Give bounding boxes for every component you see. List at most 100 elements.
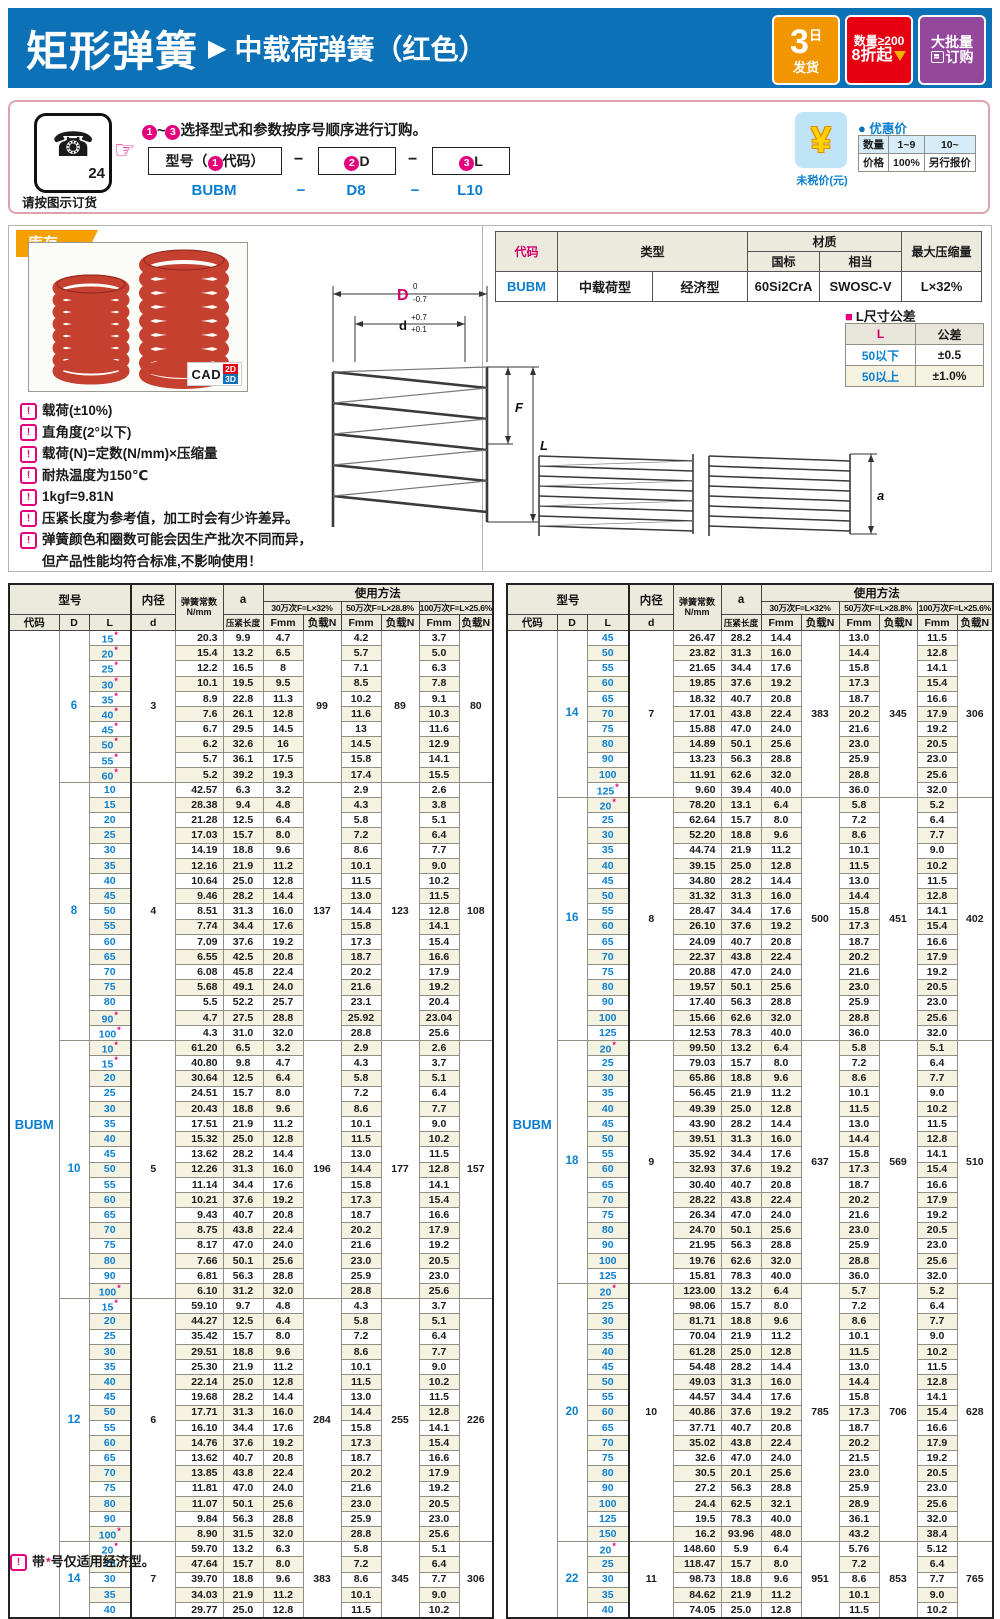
f100-cell: 3.8 [418, 797, 460, 814]
f50-cell: 36.0 [838, 781, 880, 799]
code-cell: BUBM [506, 630, 558, 1619]
compressed-length-cell: 34.4 [720, 903, 762, 920]
compressed-length-cell: 56.3 [720, 994, 762, 1011]
f100-cell: 11.5 [916, 872, 958, 890]
spring-constant-cell: 65.86 [672, 1070, 722, 1087]
f30-cell: 6.4 [760, 797, 802, 814]
f50-cell: 5.7 [340, 645, 382, 662]
compressed-length-cell: 15.7 [222, 1085, 264, 1102]
cad-badge[interactable]: CAD 2D 3D [187, 362, 242, 386]
f30-cell: 22.4 [760, 1191, 802, 1209]
length-cell: 25 [88, 1085, 133, 1102]
economy-star: * [114, 1541, 118, 1552]
compressed-length-cell: 37.6 [720, 675, 762, 692]
compressed-length-cell: 50.1 [720, 979, 762, 996]
f30-cell: 4.7 [262, 629, 304, 647]
f50-cell: 20.2 [838, 948, 880, 966]
f50-cell: 17.3 [838, 675, 880, 692]
length-cell: 65 [586, 1419, 631, 1436]
length-cell: 50 [586, 888, 631, 905]
divider [482, 225, 483, 570]
f50-cell: 4.2 [340, 629, 382, 647]
spec-material-header: 材质 [747, 231, 902, 252]
compressed-length-cell: 29.5 [222, 721, 264, 738]
spring-constant-cell: 16.2 [672, 1526, 722, 1543]
length-cell: 75 [88, 1237, 133, 1254]
spring-constant-cell: 59.10 [174, 1298, 224, 1315]
f100-cell: 14.1 [916, 903, 958, 920]
f30-cell: 22.4 [760, 705, 802, 723]
length-cell: 70 [586, 705, 631, 723]
f50-cell: 8.5 [340, 675, 382, 692]
spring-constant-cell: 44.27 [174, 1313, 224, 1330]
f100-cell: 6.4 [418, 827, 460, 844]
length-cell: 90 [586, 994, 631, 1011]
length-cell: 65 [586, 1176, 631, 1193]
note-item: ! 载荷(±10%) [20, 400, 480, 422]
spring-data-table-left: 型号 内径 弹簧常数 N/mm a 使用方法 30万次F=L×32% 50万次F=… [8, 583, 495, 1619]
f100-cell: 7.7 [418, 1100, 460, 1118]
compressed-length-cell: 16.5 [222, 660, 264, 677]
note-item: ! 载荷(N)=定数(N/mm)×压缩量 [20, 443, 480, 465]
spring-constant-cell: 24.09 [672, 933, 722, 950]
outer-dia-cell: 16 [556, 797, 588, 1042]
f50-cell: 18.7 [340, 1207, 382, 1224]
spring-constant-cell: 22.37 [672, 948, 722, 966]
economy-star: * [117, 1025, 121, 1035]
cad-3d-link[interactable]: 3D [223, 374, 238, 384]
compressed-length-cell: 27.5 [222, 1009, 264, 1026]
economy-star: * [114, 645, 118, 656]
compressed-length-cell: 21.9 [720, 1085, 762, 1102]
length-cell: 70 [586, 948, 631, 966]
f30-cell: 8.0 [262, 1085, 304, 1102]
f50-cell: 4.3 [340, 1055, 382, 1072]
f30-cell: 19.2 [262, 1434, 304, 1452]
compressed-length-cell: 43.8 [720, 705, 762, 723]
spring-constant-cell: 11.07 [174, 1495, 224, 1512]
length-cell: 90* [88, 1009, 133, 1026]
f100-cell: 15.5 [418, 766, 460, 783]
length-cell: 15* [88, 1298, 133, 1315]
length-cell: 50 [88, 1404, 133, 1421]
f100-cell: 17.9 [418, 1465, 460, 1482]
compressed-length-cell: 34.4 [222, 918, 264, 935]
col-spring-constant: 弹簧常数 N/mm [174, 583, 224, 631]
compressed-length-cell: 47.0 [720, 1450, 762, 1467]
compressed-length-cell: 37.6 [222, 933, 264, 950]
spring-constant-cell: 62.64 [672, 812, 722, 829]
f30-cell: 8.0 [760, 812, 802, 829]
f50-cell: 25.9 [838, 1237, 880, 1254]
col-code: 代码 [8, 614, 60, 631]
economy-star: * [114, 736, 118, 747]
f50-cell: 5.8 [340, 1541, 382, 1558]
spring-constant-cell: 10.64 [174, 872, 224, 890]
compressed-length-cell: 28.2 [222, 1389, 264, 1406]
spring-constant-cell: 17.71 [174, 1404, 224, 1421]
compressed-length-cell: 37.6 [720, 918, 762, 935]
f100-cell: 20.5 [916, 736, 958, 753]
spring-constant-cell: 15.32 [174, 1131, 224, 1148]
spring-constant-cell: 81.71 [672, 1313, 722, 1330]
f50-cell: 23.0 [340, 1252, 382, 1269]
f100-cell: 9.0 [916, 1328, 958, 1345]
f50-cell: 4.3 [340, 1298, 382, 1315]
compressed-length-cell: 21.9 [720, 1328, 762, 1345]
col-a: a [222, 583, 264, 615]
economy-star: * [114, 1055, 118, 1066]
spring-constant-cell: 52.20 [672, 827, 722, 844]
length-cell: 25 [88, 827, 133, 844]
f50-cell: 18.7 [838, 690, 880, 707]
load50-cell: 706 [878, 1283, 918, 1543]
compressed-length-cell: 13.1 [720, 797, 762, 814]
f50-cell: 25.9 [838, 751, 880, 768]
f50-cell: 28.8 [838, 766, 880, 783]
length-cell: 35 [586, 1085, 631, 1102]
compressed-length-cell: 47.0 [222, 1480, 264, 1497]
cad-2d-link[interactable]: 2D [223, 364, 238, 374]
inner-dia-cell: 5 [130, 1040, 176, 1300]
f50-cell: 8.6 [340, 842, 382, 859]
length-cell: 35 [88, 1358, 133, 1376]
spring-constant-cell: 37.71 [672, 1419, 722, 1436]
length-cell: 40 [586, 1343, 631, 1361]
